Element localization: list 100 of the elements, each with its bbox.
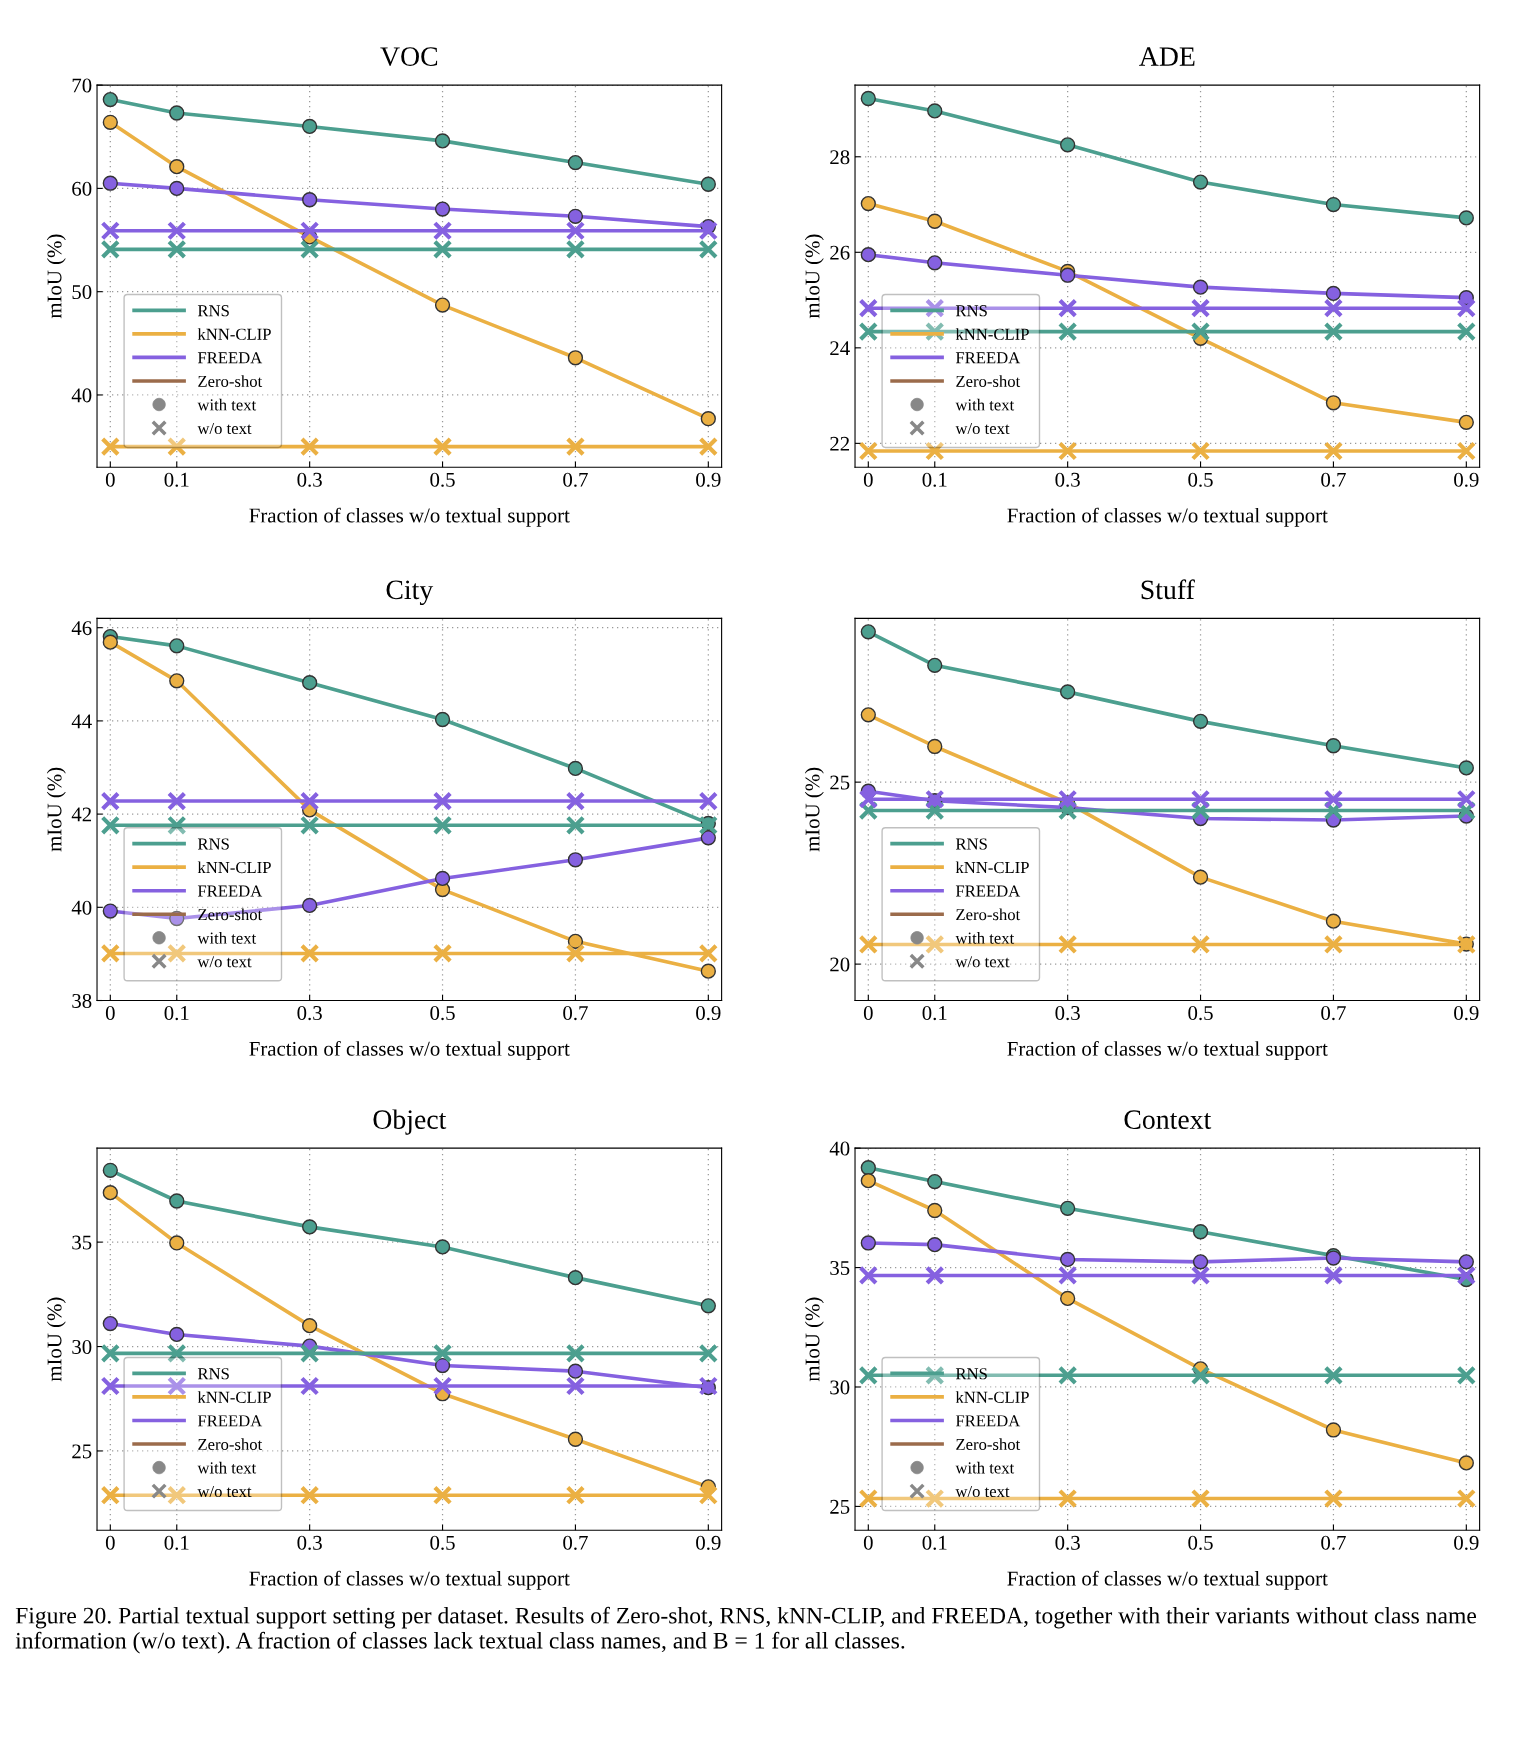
point: [167, 239, 187, 260]
point: [169, 638, 185, 654]
legend-label: RNS: [955, 1368, 987, 1380]
x-axis-title: Fraction of classes w/o textual support: [249, 1040, 570, 1061]
point: [1456, 321, 1477, 342]
point: [102, 903, 118, 919]
point: [1057, 789, 1078, 809]
point: [860, 247, 876, 263]
y-tick-label: 44: [71, 714, 92, 729]
point: [432, 1343, 453, 1364]
point: [1456, 789, 1477, 809]
point: [858, 1365, 879, 1386]
point: [102, 1315, 118, 1332]
legend-label: RNS: [197, 1368, 229, 1380]
point: [927, 657, 943, 673]
x-tick-label: 0.3: [1055, 472, 1080, 487]
point: [567, 154, 584, 171]
legend-label: RNS: [197, 305, 229, 317]
point: [1192, 174, 1209, 190]
y-tick-label: 50: [72, 285, 92, 300]
point: [1060, 684, 1076, 700]
point: [434, 297, 451, 313]
x-axis-title: Fraction of classes w/o textual support: [249, 1570, 570, 1590]
point: [1325, 196, 1342, 213]
point: [1057, 1365, 1078, 1386]
point: [167, 791, 187, 811]
point: [1060, 267, 1076, 283]
x-tick-label: 0: [105, 472, 115, 487]
point: [1458, 1254, 1474, 1270]
legend-label: Zero-shot: [956, 908, 1021, 921]
x-tick-label: 0.1: [164, 1535, 189, 1550]
point: [927, 213, 943, 229]
point: [565, 1485, 586, 1505]
point: [1192, 1254, 1209, 1270]
point: [700, 1298, 716, 1314]
legend-label: Zero-shot: [956, 375, 1021, 387]
point: [1057, 1265, 1078, 1286]
point: [860, 1160, 876, 1176]
y-tick-label: 25: [72, 1444, 92, 1459]
x-tick-label: 0.5: [430, 472, 455, 487]
point: [1057, 298, 1078, 318]
point: [302, 118, 318, 135]
point: [858, 789, 879, 809]
point: [434, 711, 451, 728]
x-tick-label: 0.5: [1188, 472, 1213, 487]
point: [299, 436, 320, 457]
point: [167, 943, 187, 964]
point: [100, 239, 121, 260]
legend-label: w/o text: [197, 1485, 252, 1498]
y-tick-label: 70: [72, 78, 92, 93]
chart-title: VOC: [380, 47, 438, 67]
point: [567, 852, 584, 868]
x-tick-label: 0.7: [563, 1005, 588, 1021]
point: [1192, 279, 1209, 295]
point: [169, 1326, 185, 1343]
y-axis-title: mIoU (%): [46, 234, 66, 319]
y-tick-label: 24: [830, 341, 850, 356]
y-tick-label: 60: [72, 181, 92, 196]
point: [299, 943, 320, 964]
point: [102, 634, 118, 650]
point: [925, 1488, 945, 1509]
legend-label: kNN-CLIP: [955, 861, 1029, 874]
point: [1323, 441, 1344, 461]
y-tick-label: 20: [830, 957, 850, 972]
x-tick-label: 0.7: [1321, 1535, 1346, 1550]
point: [860, 707, 876, 723]
point: [858, 441, 879, 461]
point: [100, 1376, 121, 1396]
legend-label: w/o text: [197, 422, 252, 435]
point: [1060, 1251, 1076, 1268]
point: [925, 441, 945, 461]
y-axis-title: mIoU (%): [46, 1297, 66, 1382]
chart-title: ADE: [1139, 47, 1195, 66]
point: [860, 1172, 876, 1189]
y-tick-label: 35: [72, 1235, 92, 1250]
legend-label: Zero-shot: [198, 908, 263, 921]
point: [432, 436, 453, 457]
point: [1057, 441, 1078, 461]
point: [1192, 1224, 1209, 1240]
legend-label: with text: [197, 398, 257, 411]
point: [698, 791, 719, 811]
legend-label: RNS: [197, 838, 229, 850]
chart-title: Object: [373, 1109, 447, 1135]
point: [100, 221, 121, 241]
point: [925, 1365, 945, 1386]
y-tick-label: 25: [830, 1499, 850, 1514]
point: [565, 1343, 586, 1364]
point: [100, 791, 121, 811]
point: [302, 675, 318, 691]
point: [565, 1376, 586, 1396]
point: [1190, 1265, 1211, 1286]
point: [860, 624, 876, 640]
point: [925, 934, 945, 955]
x-tick-label: 0.5: [430, 1005, 455, 1021]
x-tick-label: 0.3: [297, 1535, 322, 1550]
x-tick-label: 0: [105, 1535, 115, 1550]
point: [434, 1357, 451, 1374]
point: [432, 239, 453, 260]
chart-title: City: [386, 580, 434, 605]
point: [432, 221, 453, 241]
